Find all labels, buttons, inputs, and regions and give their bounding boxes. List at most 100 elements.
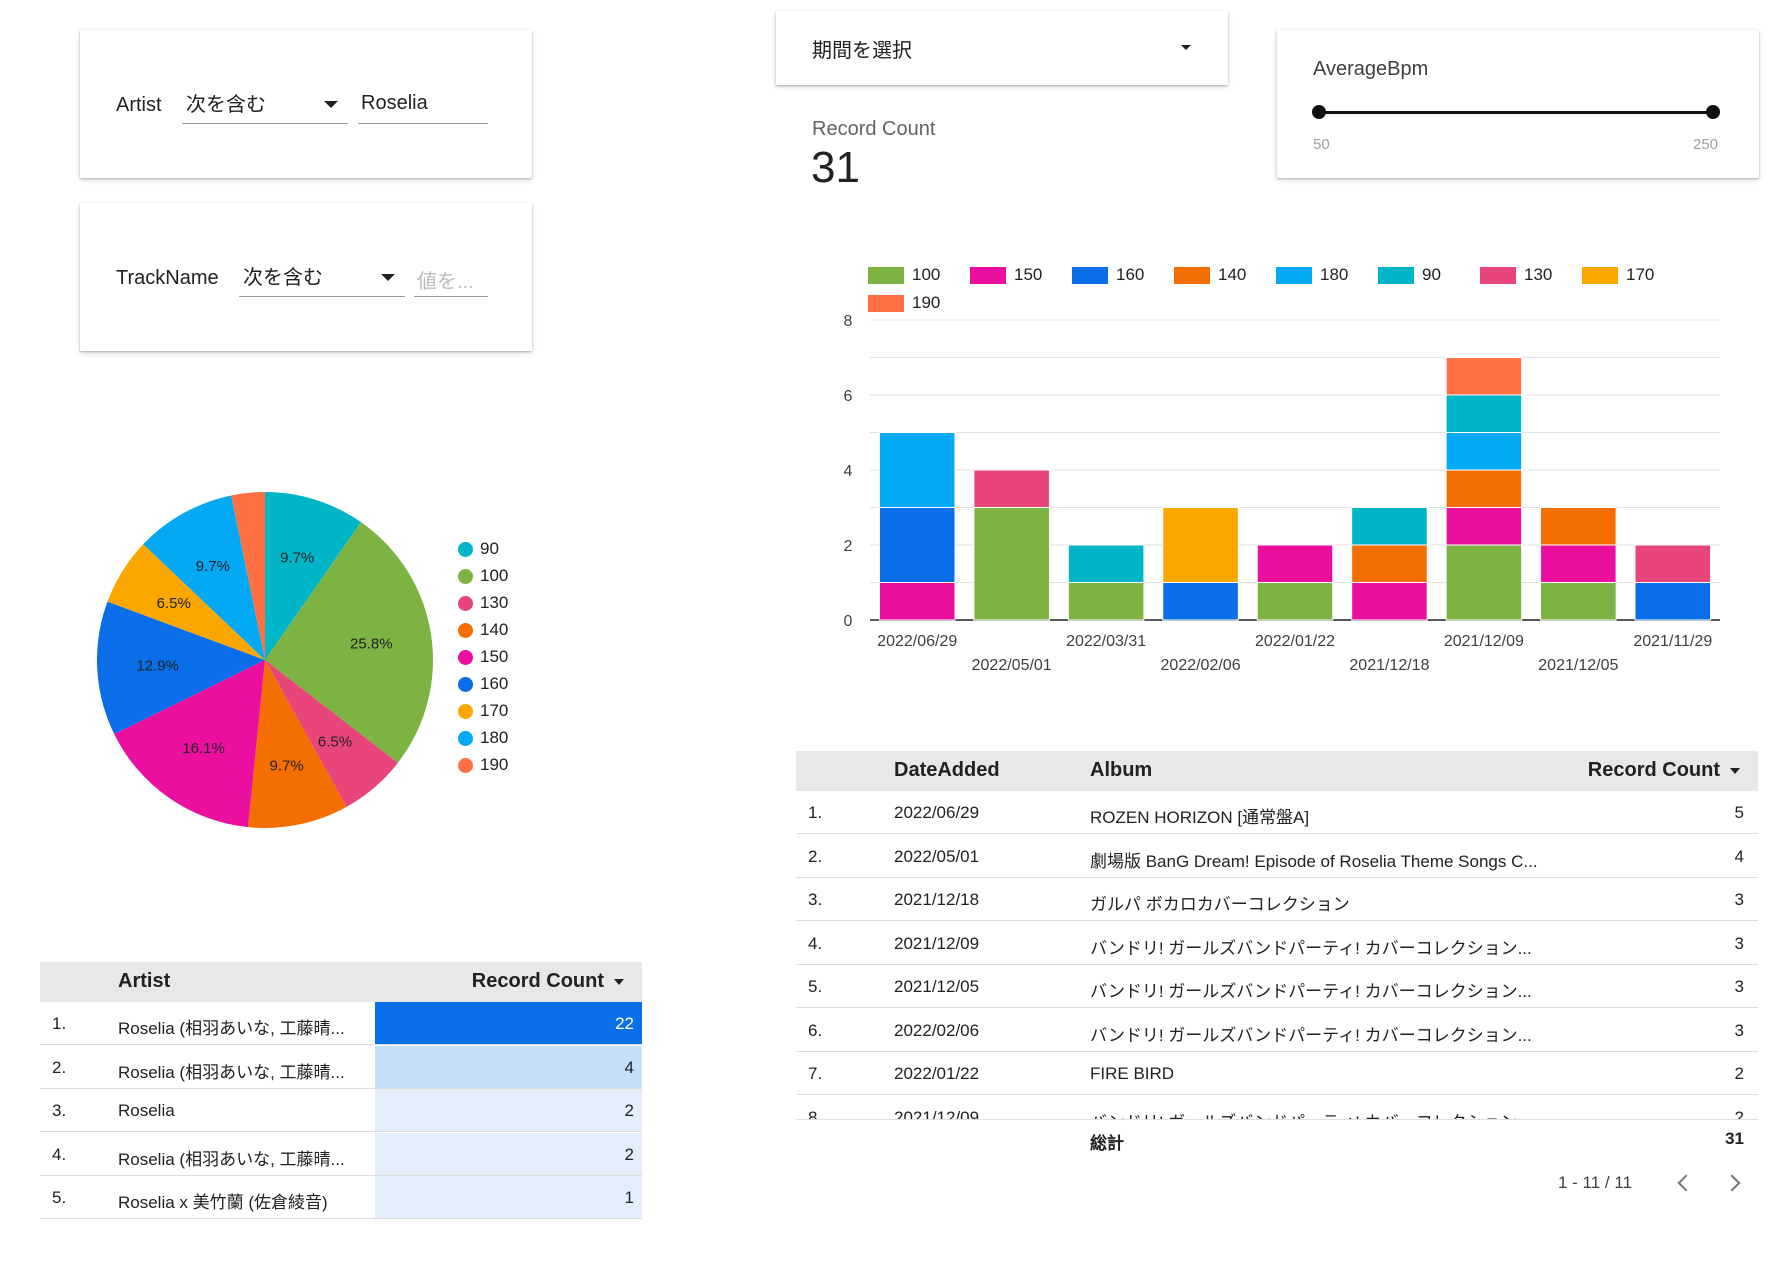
table-row[interactable]: 3. Roselia 2	[40, 1089, 642, 1132]
pie-slice-160[interactable]	[97, 601, 265, 734]
bar-segment-100[interactable]	[1067, 582, 1145, 621]
album-column-header[interactable]: Album	[1090, 759, 1153, 781]
pie-legend-item-180[interactable]: 180	[458, 728, 508, 748]
bar-segment-90[interactable]	[1067, 544, 1145, 583]
record-count-value: 5	[1734, 803, 1744, 822]
legend-label: 90	[1422, 265, 1441, 284]
artist-operator-select[interactable]: 次を含む	[182, 88, 348, 124]
artist-value-input[interactable]: Roselia	[358, 92, 488, 124]
table-row[interactable]: 6. 2022/02/06 バンドリ! ガールズバンドパーティ! カバーコレクション…	[796, 1009, 1758, 1052]
pie-legend-item-170[interactable]: 170	[458, 701, 508, 721]
bar-legend-item-150[interactable]: 150	[970, 265, 1042, 285]
pie-slice-140[interactable]	[248, 660, 347, 828]
bar-legend-item-190[interactable]: 190	[868, 293, 940, 313]
pie-legend-item-140[interactable]: 140	[458, 620, 508, 640]
bar-segment-180[interactable]	[1445, 432, 1523, 471]
legend-label: 130	[1524, 265, 1553, 284]
bar-segment-180[interactable]	[878, 432, 956, 508]
legend-label: 140	[480, 620, 509, 639]
bar-legend-item-130[interactable]: 130	[1480, 265, 1552, 285]
table-row[interactable]: 5. Roselia x 美竹蘭 (佐倉綾音) 1	[40, 1176, 642, 1219]
pie-slice-190[interactable]	[231, 492, 265, 660]
bar-legend-item-140[interactable]: 140	[1174, 265, 1246, 285]
bar-segment-150[interactable]	[1540, 544, 1617, 583]
bar-segment-130[interactable]	[1634, 544, 1712, 583]
bar-segment-150[interactable]	[1256, 544, 1334, 583]
bar-segment-150[interactable]	[1445, 507, 1523, 546]
bar-segment-100[interactable]	[1540, 582, 1617, 621]
bar-segment-150[interactable]	[878, 582, 956, 621]
bar-segment-140[interactable]	[1540, 507, 1617, 546]
trackname-operator-select[interactable]: 次を含む	[239, 261, 405, 297]
total-label: 総計	[1090, 1134, 1124, 1153]
bar-segment-100[interactable]	[1256, 582, 1334, 621]
bar-segment-150[interactable]	[1351, 582, 1428, 621]
bar-legend-item-160[interactable]: 160	[1072, 265, 1144, 285]
chevron-left-icon[interactable]	[1677, 1174, 1695, 1192]
bar-segment-140[interactable]	[1445, 469, 1523, 508]
bar-legend-item-180[interactable]: 180	[1276, 265, 1348, 285]
table-row[interactable]: 4. 2021/12/09 バンドリ! ガールズバンドパーティ! カバーコレクション…	[796, 922, 1758, 965]
pie-slice-130[interactable]	[265, 660, 398, 807]
legend-swatch	[1174, 266, 1210, 284]
dateadded-column-header[interactable]: DateAdded	[894, 759, 1000, 781]
bar-segment-160[interactable]	[878, 507, 956, 583]
bar-legend-item-90[interactable]: 90	[1378, 265, 1441, 285]
table-row[interactable]: 4. Roselia (相羽あいな, 工藤晴... 2	[40, 1132, 642, 1176]
legend-label: 160	[1116, 265, 1145, 284]
bar-segment-140[interactable]	[1351, 544, 1428, 583]
slider-track[interactable]	[1319, 111, 1713, 114]
record-count-header-text: Record Count	[471, 970, 604, 992]
bar-legend-item-100[interactable]: 100	[868, 265, 940, 285]
legend-swatch	[458, 730, 473, 746]
slider-min-handle[interactable]	[1312, 105, 1326, 119]
table-row[interactable]: 2. 2022/05/01 劇場版 BanG Dream! Episode of R…	[796, 835, 1758, 878]
record-count-value: 3	[1734, 933, 1744, 953]
legend-label: 100	[912, 265, 941, 284]
trackname-value-input[interactable]: 値を...	[414, 265, 488, 297]
table-row[interactable]: 2. Roselia (相羽あいな, 工藤晴... 4	[40, 1045, 642, 1089]
record-count-label: Record Count	[812, 118, 936, 140]
bar-segment-190[interactable]	[1445, 357, 1523, 396]
pie-legend-item-190[interactable]: 190	[458, 755, 508, 775]
slider-max-handle[interactable]	[1706, 105, 1720, 119]
record-count-value: 2	[624, 1101, 634, 1120]
album-name: ROZEN HORIZON [通常盤A]	[1090, 808, 1310, 827]
date-added: 2021/12/18	[894, 890, 980, 909]
bar-segment-100[interactable]	[973, 507, 1050, 621]
pie-slice-150[interactable]	[114, 660, 265, 828]
pie-slice-90[interactable]	[265, 492, 361, 660]
bar-segment-160[interactable]	[1162, 582, 1239, 621]
bar-segment-90[interactable]	[1351, 507, 1428, 546]
x-tick-label: 2021/12/09	[1444, 633, 1524, 650]
table-row[interactable]: 1. Roselia (相羽あいな, 工藤晴... 22	[40, 1002, 642, 1045]
table-row[interactable]: 8. 2021/12/09 バンドリ! ガールズバンドパーティ! カバーコレクション…	[796, 1096, 1758, 1120]
pie-slice-170[interactable]	[107, 544, 265, 660]
chevron-right-icon[interactable]	[1723, 1174, 1741, 1192]
bar-segment-90[interactable]	[1445, 394, 1523, 433]
bar-segment-170[interactable]	[1162, 507, 1239, 583]
pie-legend-item-100[interactable]: 100	[458, 566, 508, 586]
bar-segment-130[interactable]	[973, 469, 1050, 508]
pie-legend-item-150[interactable]: 150	[458, 647, 508, 667]
pie-legend-item-130[interactable]: 130	[458, 593, 508, 613]
bar-segment-100[interactable]	[1445, 544, 1523, 621]
table-row[interactable]: 5. 2021/12/05 バンドリ! ガールズバンドパーティ! カバーコレクション…	[796, 965, 1758, 1008]
table-row[interactable]: 3. 2021/12/18 ガルパ ボカロカバーコレクション 3	[796, 878, 1758, 921]
pie-slice-180[interactable]	[143, 495, 265, 660]
pie-legend-item-160[interactable]: 160	[458, 674, 508, 694]
y-tick-label: 8	[844, 313, 853, 330]
bar-segment-160[interactable]	[1634, 582, 1712, 621]
legend-swatch	[868, 294, 904, 312]
record-count-column-header[interactable]: Record Count	[472, 970, 624, 993]
record-count-value: 22	[615, 1014, 634, 1033]
pie-legend-item-90[interactable]: 90	[458, 539, 499, 559]
artist-column-header[interactable]: Artist	[118, 970, 171, 992]
date-range-picker[interactable]: 期間を選択	[776, 11, 1228, 85]
table-row[interactable]: 7. 2022/01/22 FIRE BIRD 2	[796, 1052, 1758, 1095]
table-row[interactable]: 1. 2022/06/29 ROZEN HORIZON [通常盤A] 5	[796, 791, 1758, 834]
bar-legend-item-170[interactable]: 170	[1582, 265, 1654, 285]
y-tick-label: 0	[844, 613, 853, 630]
album-record-count-column-header[interactable]: Record Count	[1588, 759, 1740, 782]
pie-slice-100[interactable]	[265, 522, 433, 763]
